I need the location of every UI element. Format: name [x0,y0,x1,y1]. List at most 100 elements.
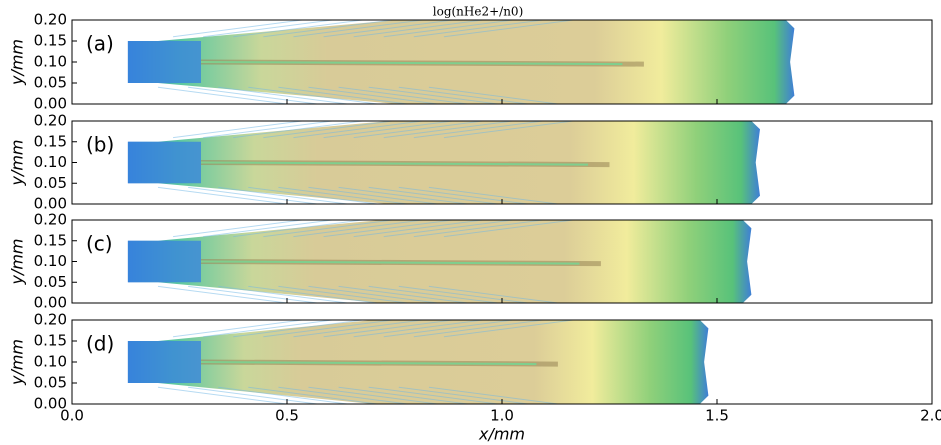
streamer [428,86,562,104]
streamer [157,386,291,404]
panel-label: (d) [86,332,114,356]
streamer [293,220,427,238]
streamer [278,186,412,204]
streamer [218,86,352,104]
y-tick-label: 0.10 [34,53,67,71]
y-tick-label: 0.15 [34,231,67,249]
streamer [368,386,502,404]
streamer [368,285,502,303]
y-tick-label: 0.20 [34,311,67,329]
streamer [398,86,532,104]
y-tick-label: 0.10 [34,252,67,270]
plume-core [127,141,201,184]
x-tick-label: 1.5 [705,407,729,425]
streamer [338,285,472,303]
streamer [233,320,367,338]
streamer [172,320,306,338]
streamer [353,220,487,238]
streamer [157,285,291,303]
filament-core [200,361,537,366]
streamer [428,186,562,204]
streamer [172,121,306,139]
streamer [308,186,442,204]
streamer [263,320,397,338]
streamer [203,121,337,139]
streamer [353,121,487,139]
streamer [428,386,562,404]
streamer [172,220,306,238]
streamer [413,220,547,238]
streamer [293,121,427,139]
x-tick-label: 0.0 [60,407,84,425]
streamer [157,86,291,104]
streamer [323,220,457,238]
streamer [188,186,322,204]
streamer [218,186,352,204]
streamer [233,20,367,38]
y-tick-label: 0.00 [34,95,67,113]
streamer [323,20,457,38]
streamer [233,121,367,139]
panel-label: (a) [86,32,114,56]
y-tick-label: 0.10 [34,153,67,171]
figure-title: log(nHe2+/n0) [433,5,524,19]
streamer [293,20,427,38]
streamer [428,285,562,303]
x-axis-label: x/mm [478,425,525,444]
panel-label: (c) [86,232,113,256]
y-tick-label: 0.15 [34,32,67,50]
streamer [413,121,547,139]
filament-core [200,260,580,265]
streamer [413,20,547,38]
streamer [368,86,502,104]
streamer [278,86,412,104]
streamer [218,386,352,404]
y-axis-label: y/mm [8,238,27,285]
streamer [308,285,442,303]
panel-label: (b) [86,133,114,157]
streamer [443,121,577,139]
streamer [278,386,412,404]
streamer [338,86,472,104]
streamer [413,320,547,338]
streamer [353,320,487,338]
x-tick-label: 2.0 [920,407,941,425]
streamer [188,386,321,404]
streamer [308,86,442,104]
streamer [172,20,306,38]
filament-core [200,61,623,66]
streamer [398,386,532,404]
streamer [383,220,517,238]
streamer [383,20,517,38]
streamer [203,220,337,238]
streamer [188,285,322,303]
x-tick-label: 0.5 [275,407,299,425]
y-tick-label: 0.00 [34,395,67,413]
y-tick-label: 0.05 [34,74,67,92]
streamer [353,20,487,38]
streamer [218,285,352,303]
plume-core [127,341,201,383]
streamer [293,320,427,338]
y-tick-label: 0.15 [34,332,67,350]
y-tick-label: 0.10 [34,353,67,371]
streamer [323,320,457,338]
streamer [443,20,577,38]
field-image [127,121,760,204]
streamer [443,320,577,338]
streamer [188,86,321,104]
y-tick-label: 0.00 [34,294,67,312]
streamer [398,186,532,204]
plume-core [127,240,201,283]
y-tick-label: 0.00 [34,195,67,213]
streamer [248,386,382,404]
streamer [443,220,577,238]
y-tick-label: 0.05 [34,273,67,291]
y-tick-label: 0.05 [34,374,67,392]
streamer [338,186,472,204]
streamer [248,86,382,104]
streamer [368,186,502,204]
streamer [203,320,337,338]
y-tick-label: 0.20 [34,11,67,29]
